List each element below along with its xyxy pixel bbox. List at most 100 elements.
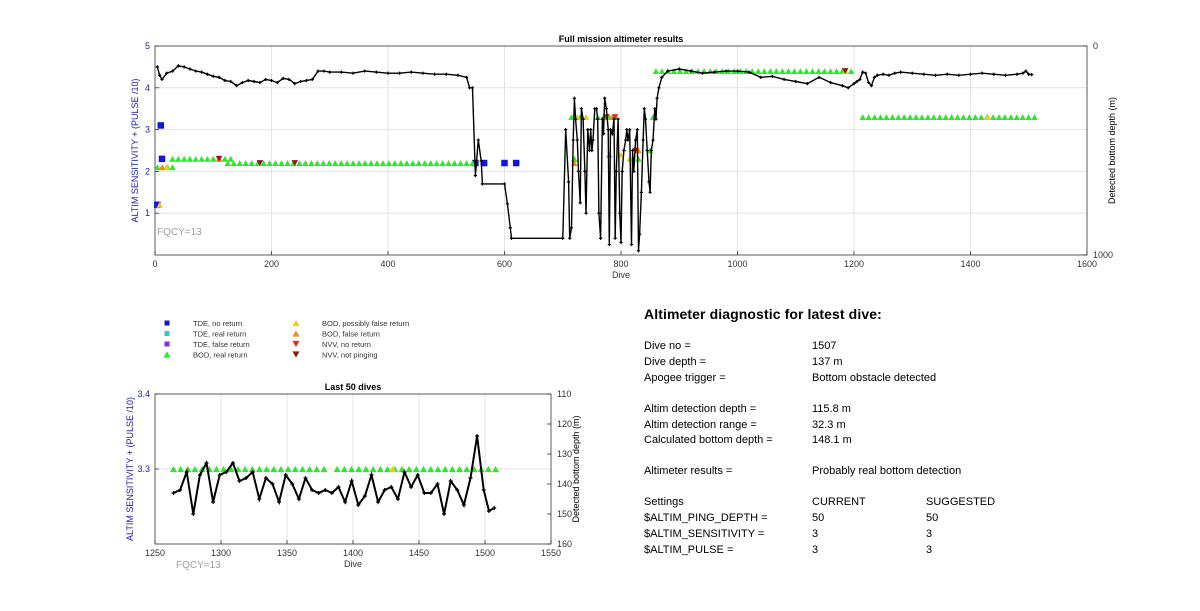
- data-marker: [210, 155, 217, 162]
- data-marker: [1001, 114, 1009, 120]
- y2-tick-label: 120: [557, 419, 572, 429]
- depth-point: [575, 138, 579, 142]
- depth-point: [625, 128, 629, 132]
- depth-point: [655, 96, 659, 100]
- data-marker: [296, 160, 303, 166]
- fqcy-annotation: FQCY=13: [157, 227, 202, 238]
- setting-row-pulse: $ALTIM_PULSE = 3 3: [644, 544, 1164, 560]
- data-marker: [427, 160, 434, 166]
- data-marker: [512, 159, 520, 167]
- depth-point: [486, 509, 491, 513]
- data-marker: [177, 465, 185, 473]
- data-marker: [930, 114, 938, 120]
- depth-point: [613, 236, 617, 240]
- data-marker: [871, 114, 878, 120]
- data-marker: [158, 155, 166, 163]
- data-marker: [635, 155, 642, 162]
- series-nvv-not-pinging: [215, 68, 849, 166]
- dive-no-label: Dive no =: [644, 340, 691, 352]
- depth-point: [293, 82, 297, 86]
- data-marker: [340, 465, 348, 473]
- data-marker: [230, 160, 238, 166]
- depth-point: [957, 73, 961, 77]
- depth-point: [628, 128, 632, 132]
- data-marker: [391, 160, 399, 166]
- data-marker: [918, 114, 926, 120]
- depth-point: [422, 491, 427, 495]
- depth-line: [173, 435, 495, 515]
- depth-point: [468, 476, 473, 480]
- depth-point: [246, 78, 250, 83]
- y-tick-label: 3: [145, 125, 150, 135]
- calc-depth-row: Calculated bottom depth = 148.1 m: [644, 434, 1164, 450]
- legend-label: NVV, not pinging: [322, 351, 378, 360]
- data-marker: [984, 114, 992, 120]
- data-marker: [204, 155, 211, 162]
- data-marker: [761, 68, 768, 75]
- data-marker: [355, 160, 363, 166]
- depth-point: [310, 488, 315, 492]
- depth-point: [1024, 69, 1028, 73]
- data-marker: [169, 164, 176, 171]
- depth-point: [604, 107, 609, 111]
- data-marker: [484, 465, 492, 473]
- data-marker: [331, 160, 339, 166]
- depth-point: [619, 240, 623, 245]
- depth-point: [829, 80, 833, 85]
- data-marker: [403, 160, 411, 166]
- depth-point: [660, 75, 664, 79]
- depth-point: [230, 461, 235, 465]
- data-marker: [877, 114, 884, 120]
- depth-point: [893, 71, 897, 75]
- depth-point: [578, 201, 582, 205]
- data-marker: [480, 159, 488, 167]
- data-marker: [582, 114, 590, 120]
- data-marker: [412, 465, 420, 473]
- depth-point: [866, 80, 871, 85]
- depth-point: [421, 71, 425, 75]
- data-marker: [448, 465, 456, 473]
- data-marker: [463, 160, 470, 166]
- depth-point: [444, 72, 448, 76]
- results-value: Probably real bottom detection: [812, 465, 962, 477]
- depth-point: [564, 128, 568, 132]
- depth-point: [689, 69, 693, 73]
- depth-point: [310, 77, 314, 82]
- depth-point: [596, 117, 600, 121]
- chart-title: Last 50 dives: [325, 382, 382, 392]
- y2-tick-label: 160: [557, 539, 572, 549]
- data-marker: [767, 68, 774, 75]
- grid: [155, 46, 1087, 255]
- depth-point: [1027, 72, 1031, 76]
- data-marker: [847, 68, 855, 75]
- depth-point: [339, 70, 343, 74]
- legend-marker: [292, 330, 300, 337]
- data-marker: [248, 160, 255, 166]
- data-marker: [755, 68, 762, 75]
- depth-point: [505, 202, 510, 206]
- depth-point: [759, 75, 763, 79]
- legend-label: TDE, false return: [193, 340, 250, 349]
- apogee-label: Apogee trigger =: [644, 372, 726, 384]
- x-axis-label: Dive: [344, 559, 362, 569]
- depth-point: [1015, 72, 1019, 76]
- depth-point: [269, 78, 274, 83]
- x-tick-label: 1550: [541, 548, 561, 558]
- data-marker: [349, 160, 357, 166]
- depth-point: [639, 190, 643, 194]
- y-axis-label: ALTIM SENSITIVITY + (PULSE /10): [130, 79, 140, 223]
- depth-point: [603, 96, 607, 100]
- depth-point: [945, 72, 949, 76]
- x-tick-label: 800: [613, 259, 628, 269]
- data-marker: [785, 68, 792, 75]
- data-marker: [326, 160, 333, 166]
- data-marker: [180, 155, 188, 162]
- data-marker: [184, 465, 192, 473]
- legend-marker: [292, 319, 300, 327]
- data-marker: [995, 114, 1003, 120]
- depth-point: [980, 71, 984, 75]
- data-marker: [606, 151, 613, 158]
- depth-point: [398, 71, 402, 75]
- depth-point: [415, 473, 420, 477]
